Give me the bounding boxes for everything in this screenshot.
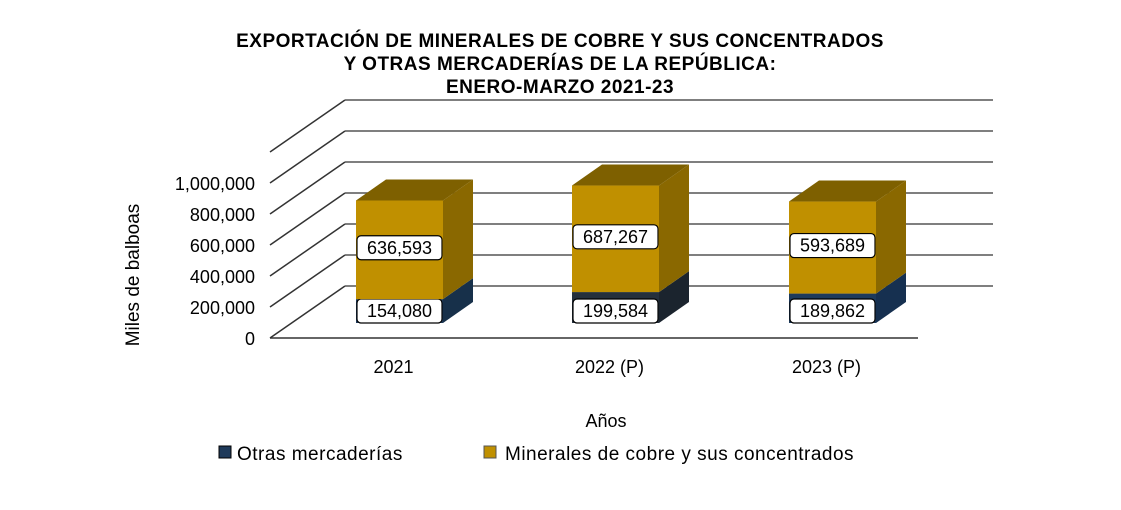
data-label-box: [572, 224, 659, 250]
chart-title-line-3: ENERO-MARZO 2021-23: [446, 77, 674, 98]
y-tick-label: 400,000: [190, 267, 255, 287]
gridline-side: [269, 254, 346, 308]
data-label-box: [789, 232, 876, 259]
bar-side-1: [876, 180, 906, 294]
bar-side-1: [443, 179, 473, 300]
y-tick-label: 0: [245, 329, 255, 349]
bar-side-1: [659, 164, 689, 293]
legend-swatch-minerales: [483, 445, 497, 459]
data-label: 154,080: [367, 301, 432, 321]
gridline-side: [269, 99, 346, 153]
y-tick-label: 800,000: [190, 205, 255, 225]
data-label: 189,862: [800, 301, 865, 321]
x-axis-ticks: 2021 2022 (P) 2023 (P): [373, 357, 861, 377]
bar-side-0: [876, 272, 906, 323]
data-label: 687,267: [583, 227, 648, 247]
bars: 154,080 636,593 199,584 687,267 189,862 593,6…: [356, 164, 906, 324]
data-label: 636,593: [367, 238, 432, 258]
data-label-box: [356, 235, 443, 261]
bar-side-0: [443, 278, 473, 323]
x-axis-label: Años: [585, 411, 626, 431]
data-label-box: [789, 298, 876, 324]
gridline-side: [269, 161, 346, 215]
legend-label-minerales: Minerales de cobre y sus concentrados: [505, 444, 854, 465]
bar-side-0: [659, 271, 689, 323]
x-tick-label: 2021: [373, 357, 413, 377]
gridline-side: [269, 130, 346, 184]
data-label: 593,689: [800, 236, 865, 256]
bar-top: [572, 164, 689, 186]
bar-top: [356, 179, 473, 201]
y-tick-label: 600,000: [190, 236, 255, 256]
y-tick-label: 200,000: [190, 298, 255, 318]
gridline-side: [269, 192, 346, 246]
y-axis-ticks: 0 200,000 400,000 600,000 800,000 1,000,000: [175, 174, 255, 349]
data-label: 199,584: [583, 301, 648, 321]
bar-top: [789, 180, 906, 202]
x-tick-label: 2022 (P): [575, 357, 644, 377]
gridline-side: [269, 285, 346, 339]
legend-swatch-otras: [218, 445, 232, 459]
chart-title-line-2: Y OTRAS MERCADERÍAS DE LA REPÚBLICA:: [344, 53, 777, 75]
legend-label-otras: Otras mercaderías: [237, 444, 403, 465]
x-tick-label: 2023 (P): [792, 357, 861, 377]
legend: Otras mercaderías Minerales de cobre y s…: [218, 444, 854, 465]
y-axis-label: Miles de balboas: [123, 204, 144, 347]
gridline-side: [269, 223, 346, 277]
data-label-box: [572, 298, 659, 324]
chart-title-line-1: EXPORTACIÓN DE MINERALES DE COBRE Y SUS …: [236, 30, 884, 52]
y-tick-label: 1,000,000: [175, 174, 255, 194]
